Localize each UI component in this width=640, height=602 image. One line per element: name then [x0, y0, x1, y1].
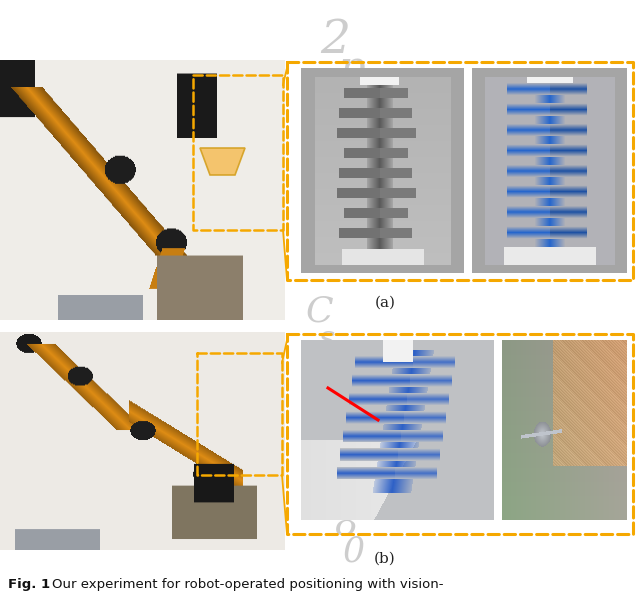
Text: p: p [339, 48, 365, 90]
Text: (b): (b) [374, 552, 396, 566]
Bar [287, 62, 633, 280]
Bar [197, 353, 282, 475]
Text: .: . [329, 348, 337, 371]
Polygon shape [200, 148, 245, 175]
Text: 8: 8 [334, 508, 358, 544]
Text: Fig. 1: Fig. 1 [8, 578, 50, 591]
Text: 2: 2 [320, 18, 350, 63]
Bar [287, 334, 633, 534]
Text: 0: 0 [343, 534, 365, 568]
Text: Our experiment for robot-operated positioning with vision-: Our experiment for robot-operated positi… [52, 578, 444, 591]
Text: e: e [327, 78, 349, 114]
Text: C: C [305, 295, 333, 329]
Text: (a): (a) [374, 296, 396, 310]
Text: s: s [319, 324, 335, 355]
Bar [193, 75, 283, 230]
